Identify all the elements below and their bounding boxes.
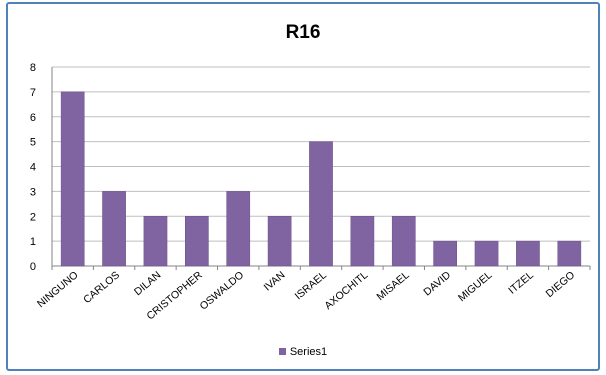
bar [474, 240, 499, 267]
y-tick-label: 5 [30, 137, 36, 149]
bar [391, 216, 416, 267]
legend: Series1 [0, 346, 606, 358]
y-tick-label: 6 [30, 112, 36, 124]
x-tick-label: ITZEL [506, 269, 536, 297]
y-tick-label: 3 [30, 186, 36, 198]
bar [350, 216, 375, 267]
legend-swatch [278, 348, 286, 355]
bar [433, 240, 457, 267]
bar [557, 240, 582, 267]
x-tick-label: MIGUEL [456, 269, 495, 304]
bar [267, 216, 292, 267]
x-tick-label: MISAEL [374, 269, 411, 303]
x-tick-label: AXOCHITL [322, 269, 370, 312]
y-tick-label: 4 [30, 162, 36, 174]
x-tick-label: IVAN [262, 269, 288, 293]
y-tick-label: 2 [30, 211, 36, 223]
y-tick-label: 8 [30, 62, 36, 74]
x-tick-label: NINGUNO [35, 269, 81, 310]
x-tick-label: CARLOS [81, 269, 122, 306]
x-tick-label: DILAN [132, 269, 163, 298]
x-tick-label: OSWALDO [198, 269, 247, 312]
x-tick-label: DAVID [421, 269, 453, 299]
y-tick-label: 0 [30, 261, 36, 273]
y-tick-label: 1 [30, 236, 36, 248]
bar [60, 91, 85, 267]
bar [516, 240, 540, 267]
legend-label: Series1 [289, 346, 328, 358]
bar [143, 216, 168, 267]
bar [102, 191, 126, 267]
bar [185, 216, 209, 267]
bar [309, 141, 333, 267]
bar [226, 191, 251, 267]
x-tick-label: DIEGO [544, 269, 578, 300]
y-tick-label: 7 [30, 87, 36, 99]
x-tick-label: ISRAEL [293, 269, 329, 302]
chart-frame [6, 2, 600, 371]
chart-title: R16 [285, 22, 321, 43]
